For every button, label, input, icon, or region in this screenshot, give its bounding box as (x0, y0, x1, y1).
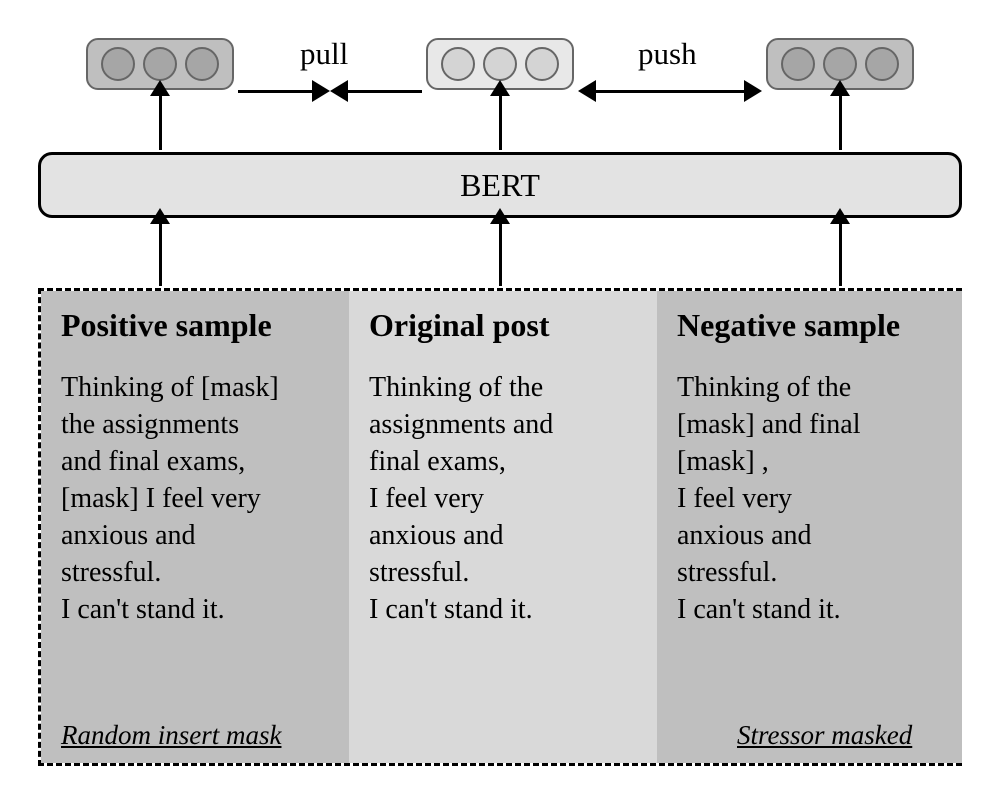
token-circle (865, 47, 899, 81)
column-original: Original post Thinking of the assignment… (349, 291, 657, 763)
bert-label: BERT (460, 167, 540, 204)
arrow-bert-to-right (839, 94, 842, 150)
diagram-canvas: pull push BERT Positive sample Thinking … (38, 10, 962, 770)
column-footer: Stressor masked (737, 720, 912, 751)
token-circle (483, 47, 517, 81)
column-footer: Random insert mask (61, 720, 281, 751)
column-body: Thinking of [mask] the assignments and f… (61, 370, 329, 629)
column-body: Thinking of the [mask] and final [mask] … (677, 370, 942, 629)
column-negative: Negative sample Thinking of the [mask] a… (657, 291, 962, 763)
arrow-sample-to-bert-2 (839, 222, 842, 286)
arrow-bert-to-left (159, 94, 162, 150)
column-body: Thinking of the assignments and final ex… (369, 370, 637, 629)
token-circle (143, 47, 177, 81)
token-circle (441, 47, 475, 81)
column-positive: Positive sample Thinking of [mask] the a… (41, 291, 349, 763)
token-circle (823, 47, 857, 81)
column-title: Negative sample (677, 307, 942, 344)
column-title: Positive sample (61, 307, 329, 344)
samples-panel: Positive sample Thinking of [mask] the a… (38, 288, 962, 766)
push-arrows (578, 78, 762, 106)
token-circle (185, 47, 219, 81)
token-circle (525, 47, 559, 81)
pull-label: pull (300, 36, 348, 72)
pull-arrows (238, 78, 422, 106)
column-title: Original post (369, 307, 637, 344)
token-circle (781, 47, 815, 81)
arrow-sample-to-bert-1 (499, 222, 502, 286)
token-circle (101, 47, 135, 81)
push-label: push (638, 36, 697, 72)
arrow-sample-to-bert-0 (159, 222, 162, 286)
arrow-bert-to-center (499, 94, 502, 150)
